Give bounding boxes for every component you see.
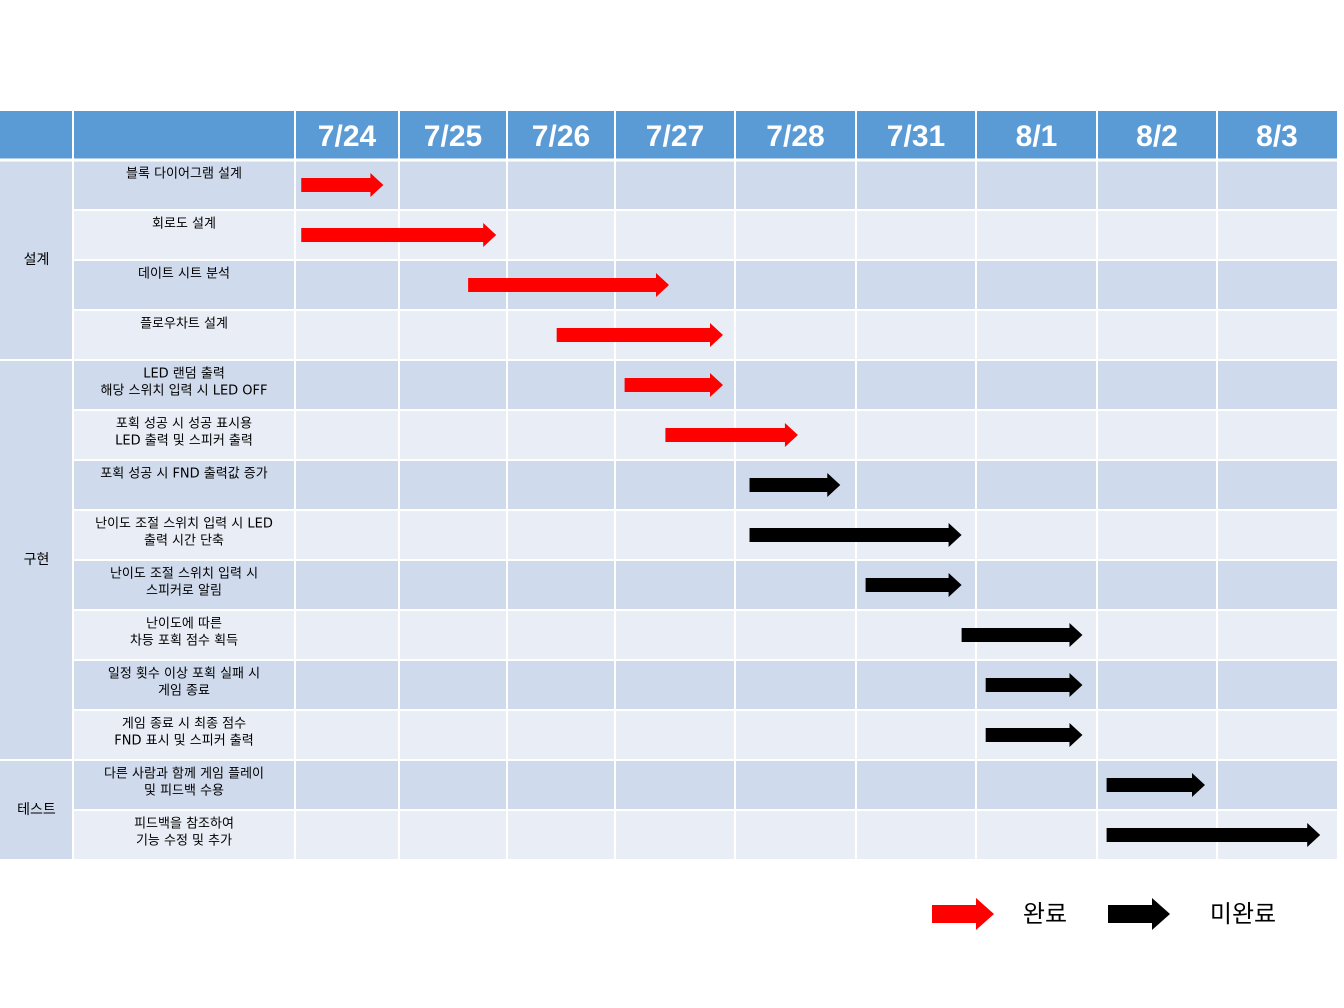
table-row bbox=[73, 260, 1337, 310]
date-header: 7/26 bbox=[532, 120, 590, 153]
task-arrow-pending bbox=[1106, 773, 1205, 797]
category-cell bbox=[0, 760, 73, 860]
table-row bbox=[73, 710, 1337, 760]
legend-label: 완료 bbox=[1023, 900, 1067, 928]
task-arrow-pending bbox=[865, 573, 962, 597]
task-arrow-pending bbox=[749, 473, 841, 497]
task-label: 게임 종료 bbox=[158, 684, 210, 699]
task-label: 차등 포획 점수 획득 bbox=[130, 634, 238, 649]
task-arrow-done bbox=[665, 423, 798, 447]
header-row bbox=[0, 111, 1337, 160]
task-label: 플로우차트 설계 bbox=[140, 317, 228, 332]
task-label: 데이트 시트 분석 bbox=[138, 267, 230, 282]
task-arrow-done bbox=[301, 173, 384, 197]
date-header: 8/1 bbox=[1016, 120, 1058, 153]
task-arrow-pending bbox=[985, 723, 1083, 747]
task-label: 스피커로 알림 bbox=[146, 584, 222, 599]
date-header: 7/27 bbox=[646, 120, 704, 153]
legend-arrow-done bbox=[932, 898, 994, 930]
category-cell bbox=[0, 360, 73, 760]
date-header: 7/25 bbox=[424, 120, 482, 153]
table-row bbox=[73, 510, 1337, 560]
task-label: 기능 수정 및 추가 bbox=[136, 834, 232, 849]
task-label: 다른 사람과 함께 게임 플레이 bbox=[104, 767, 264, 782]
legend-arrow-pending bbox=[1108, 898, 1170, 930]
task-label: 회로도 설계 bbox=[152, 217, 216, 232]
task-arrow-done bbox=[468, 273, 669, 297]
task-label: 포획 성공 시 FND 출력값 증가 bbox=[100, 467, 268, 482]
date-header: 7/31 bbox=[887, 120, 945, 153]
date-header: 8/3 bbox=[1256, 120, 1298, 153]
table-row bbox=[73, 610, 1337, 660]
task-label: 포획 성공 시 성공 표시용 bbox=[116, 417, 252, 432]
table-row bbox=[73, 160, 1337, 210]
task-arrow-pending bbox=[1106, 823, 1321, 847]
table-row bbox=[73, 560, 1337, 610]
task-label: 일정 횟수 이상 포획 실패 시 bbox=[108, 667, 260, 682]
category-label: 설계 bbox=[24, 252, 50, 268]
task-label: 블록 다이어그램 설계 bbox=[126, 167, 242, 182]
task-label: FND 표시 및 스피커 출력 bbox=[114, 734, 253, 749]
category-label: 테스트 bbox=[17, 802, 56, 818]
task-arrow-done bbox=[301, 223, 497, 247]
task-label: 난이도에 따른 bbox=[146, 617, 222, 632]
task-label: 난이도 조절 스위치 입력 시 bbox=[110, 567, 258, 582]
task-arrow-pending bbox=[749, 523, 962, 547]
category-label: 구현 bbox=[24, 552, 50, 568]
task-label: 출력 시간 단축 bbox=[144, 534, 224, 549]
table-row bbox=[73, 460, 1337, 510]
table-row bbox=[73, 210, 1337, 260]
task-label: LED 출력 및 스피커 출력 bbox=[115, 434, 253, 449]
category-cell bbox=[0, 160, 73, 360]
task-label: 및 피드백 수용 bbox=[144, 784, 224, 799]
task-label: 난이도 조절 스위치 입력 시 LED bbox=[95, 517, 273, 532]
task-label: LED 랜덤 출력 bbox=[143, 367, 225, 382]
table-row bbox=[73, 660, 1337, 710]
task-arrow-pending bbox=[961, 623, 1083, 647]
legend-label: 미완료 bbox=[1210, 900, 1276, 928]
date-header: 8/2 bbox=[1136, 120, 1178, 153]
task-arrow-pending bbox=[985, 673, 1083, 697]
task-label: 게임 종료 시 최종 점수 bbox=[122, 717, 246, 732]
task-arrow-done bbox=[624, 373, 723, 397]
task-arrow-done bbox=[556, 323, 723, 347]
task-label: 해당 스위치 입력 시 LED OFF bbox=[101, 384, 268, 399]
task-label: 피드백을 참조하여 bbox=[134, 817, 234, 832]
date-header: 7/24 bbox=[318, 120, 377, 153]
date-header: 7/28 bbox=[766, 120, 824, 153]
